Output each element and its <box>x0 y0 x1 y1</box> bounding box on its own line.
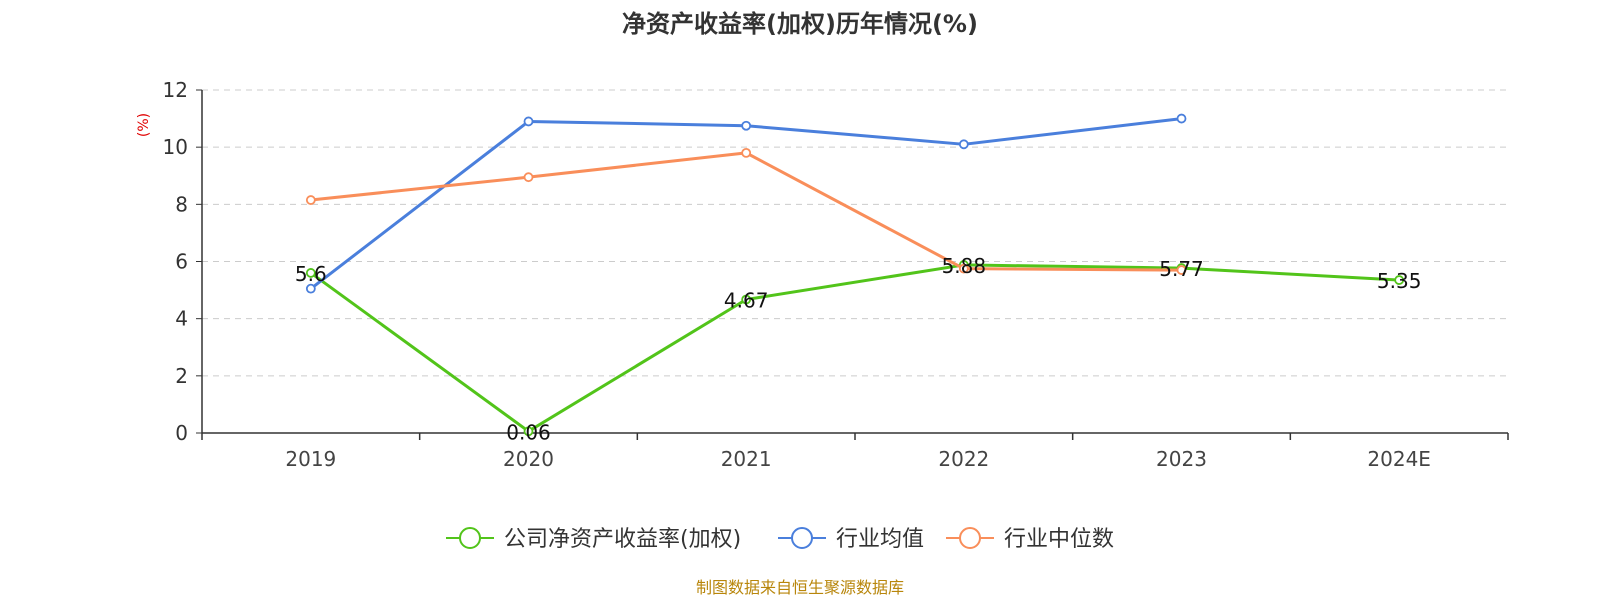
series-line-2 <box>310 151 1182 272</box>
y-axis-label: (%) <box>136 113 152 137</box>
data-label: 5.35 <box>1377 269 1422 293</box>
data-point[interactable] <box>741 120 752 131</box>
source-note: 制图数据来自恒生聚源数据库 <box>696 578 904 597</box>
series-line-1 <box>309 117 1182 290</box>
data-point[interactable] <box>305 195 316 205</box>
grid-lines <box>202 89 1508 377</box>
legend-label[interactable]: 公司净资产收益率(加权) <box>504 527 741 552</box>
y-tick-label: 8 <box>175 192 188 216</box>
x-tick-label: 2021 <box>721 447 772 471</box>
series <box>305 113 1405 437</box>
y-tick-label: 6 <box>175 250 188 274</box>
legend: 公司净资产收益率(加权) 行业均值 行业中位数 <box>446 527 1114 552</box>
y-tick-label: 0 <box>175 421 188 445</box>
data-point[interactable] <box>958 263 969 274</box>
y-tick-label: 2 <box>175 364 188 388</box>
data-labels: 5.6 0.06 4.67 5.88 5.77 5.35 <box>295 254 1422 444</box>
data-point[interactable] <box>1394 275 1405 285</box>
x-tick-label: 2019 <box>285 447 336 471</box>
data-point[interactable] <box>523 116 534 127</box>
data-label: 5.77 <box>1159 257 1204 281</box>
series-line-0 <box>309 263 1400 433</box>
data-point[interactable] <box>958 139 969 150</box>
y-tick-label: 4 <box>175 307 188 331</box>
data-point[interactable] <box>741 294 752 305</box>
axes: 0 2 4 6 8 10 12 2019 2020 2021 2022 2023 2024E <box>163 78 1509 471</box>
y-tick-label: 10 <box>163 135 188 159</box>
x-tick-label: 2022 <box>938 447 989 471</box>
data-point[interactable] <box>1176 113 1187 124</box>
data-label: 0.06 <box>506 420 551 444</box>
data-point[interactable] <box>523 172 534 183</box>
legend-marker[interactable] <box>791 527 813 549</box>
legend-marker[interactable] <box>459 527 481 549</box>
data-point[interactable] <box>305 283 316 294</box>
x-tick-label: 2020 <box>503 447 554 471</box>
data-point[interactable] <box>305 268 316 278</box>
data-point[interactable] <box>1176 265 1187 275</box>
legend-label[interactable]: 行业中位数 <box>1004 527 1114 552</box>
data-point[interactable] <box>741 147 752 158</box>
y-tick-label: 12 <box>163 78 188 102</box>
data-label: 5.88 <box>942 254 987 278</box>
data-label: 4.67 <box>724 289 769 313</box>
data-label: 5.6 <box>295 262 327 286</box>
legend-label[interactable]: 行业均值 <box>836 527 924 552</box>
x-tick-label: 2023 <box>1156 447 1207 471</box>
legend-marker[interactable] <box>959 527 981 549</box>
chart-title: 净资产收益率(加权)历年情况(%) <box>622 10 978 38</box>
data-point[interactable] <box>523 426 534 437</box>
x-tick-label: 2024E <box>1367 447 1431 471</box>
